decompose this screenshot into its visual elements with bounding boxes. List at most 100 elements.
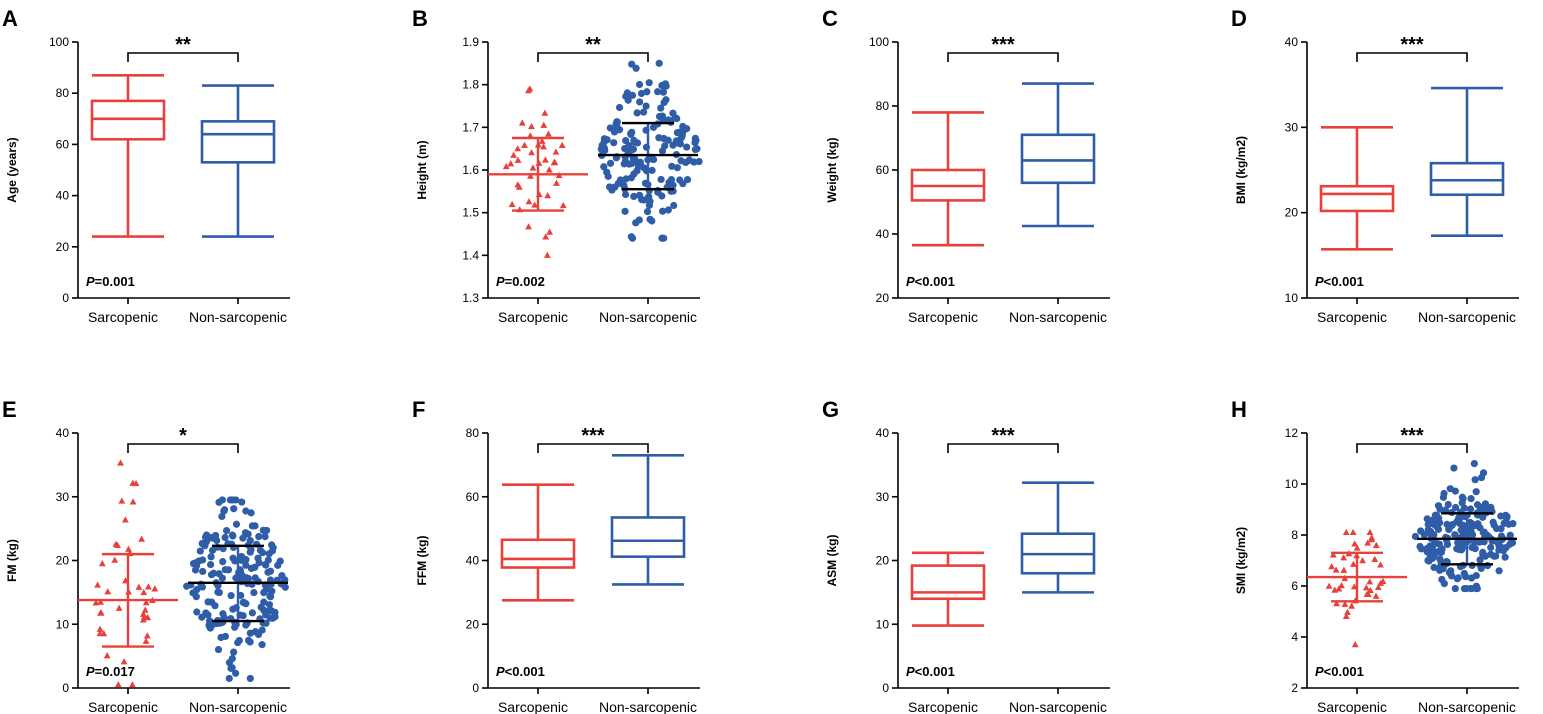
data-point-triangle (525, 223, 532, 230)
data-point-circle (219, 558, 227, 566)
data-point-circle (638, 196, 646, 204)
data-point-circle (191, 566, 200, 574)
mean-sd-bars (1417, 512, 1517, 566)
data-point-triangle (142, 637, 150, 644)
significance-bracket (537, 52, 649, 62)
data-point-circle (670, 201, 678, 210)
data-point-circle (221, 533, 229, 542)
p-value: P<0.001 (906, 274, 955, 289)
data-point-triangle (514, 156, 522, 163)
panel-F: F 0 20 40 60 80 Sarcopenic Non-sarcopenic FFM (k… (412, 397, 700, 714)
y-tick-label: 30 (56, 490, 70, 504)
data-point-triangle (94, 581, 102, 588)
data-point-circle (657, 175, 665, 184)
data-point-circle (683, 176, 692, 184)
y-tick-label: 100 (869, 35, 889, 49)
box (500, 538, 576, 569)
data-point-triangle (514, 181, 522, 188)
data-point-circle (229, 554, 237, 562)
data-point-circle (264, 568, 272, 576)
data-point-triangle (114, 681, 122, 688)
data-point-triangle (507, 160, 515, 167)
data-point-triangle (1362, 584, 1370, 591)
scatter-sarcopenic (92, 459, 159, 688)
y-tick-label: 1.5 (462, 206, 479, 220)
y-tick-label: 1.7 (462, 120, 479, 134)
data-point-circle (208, 621, 216, 629)
box-plot-non-sarcopenic (1020, 82, 1096, 228)
y-tick-label: 1.6 (462, 163, 479, 177)
panel-letter: F (412, 397, 425, 422)
data-point-circle (222, 526, 231, 535)
data-point-circle (239, 612, 247, 620)
data-point-circle (635, 80, 644, 89)
data-point-circle (1468, 523, 1476, 531)
data-point-circle (642, 102, 650, 110)
p-value: P=0.017 (86, 664, 135, 679)
data-point-triangle (125, 545, 132, 552)
data-point-triangle (117, 459, 124, 466)
y-tick-label: 10 (1285, 291, 1299, 305)
data-point-circle (1492, 552, 1500, 560)
data-point-circle (198, 539, 207, 547)
data-point-circle (278, 572, 286, 580)
data-point-triangle (540, 121, 548, 128)
category-label: Non-sarcopenic (189, 309, 287, 325)
data-point-circle (189, 560, 198, 568)
data-point-circle (1458, 493, 1467, 501)
data-point-triangle (129, 498, 137, 505)
data-point-triangle (545, 166, 553, 173)
data-point-triangle (112, 540, 120, 547)
p-value-prefix: P (496, 274, 505, 289)
category-label: Non-sarcopenic (1418, 309, 1516, 325)
panel-A: A 0 20 40 60 80 100 Sarcopenic Non-sarcopenic Age… (2, 6, 290, 325)
data-point-triangle (531, 201, 539, 208)
data-point-circle (1474, 520, 1482, 528)
data-point-circle (269, 544, 277, 552)
y-tick-label: 100 (49, 35, 69, 49)
data-point-circle (215, 570, 223, 578)
data-point-circle (695, 157, 703, 166)
box (1020, 133, 1096, 185)
data-point-circle (196, 547, 204, 555)
significance-stars: *** (1400, 34, 1424, 56)
significance-bracket (947, 52, 1059, 62)
data-point-circle (1416, 542, 1424, 551)
data-point-circle (624, 96, 632, 104)
y-axis-title: SMI (kg/m2) (1234, 527, 1248, 594)
data-point-triangle (1377, 561, 1384, 568)
data-point-triangle (1374, 583, 1382, 591)
data-point-triangle (528, 149, 535, 156)
data-point-circle (636, 158, 644, 166)
data-point-circle (230, 505, 238, 513)
data-point-circle (260, 606, 268, 614)
y-axis-title: Weight (kg) (825, 137, 839, 202)
data-point-circle (220, 506, 229, 514)
y-tick-label: 20 (56, 554, 70, 568)
data-point-circle (244, 530, 252, 538)
box (910, 564, 986, 601)
data-point-circle (648, 166, 656, 174)
y-axis-title: ASM (kg) (825, 535, 839, 587)
significance-bracket (947, 443, 1059, 453)
data-point-circle (258, 549, 267, 557)
y-tick-label: 6 (1291, 579, 1298, 593)
data-point-circle (1430, 515, 1438, 523)
panel-letter: D (1231, 6, 1247, 31)
data-point-triangle (518, 119, 526, 126)
data-point-triangle (1353, 544, 1361, 551)
data-point-triangle (541, 109, 549, 116)
data-point-circle (665, 178, 673, 187)
data-point-circle (630, 192, 638, 201)
box (200, 120, 276, 164)
data-point-triangle (541, 156, 549, 163)
data-point-triangle (1342, 528, 1350, 536)
data-point-circle (657, 104, 665, 112)
data-point-circle (225, 674, 233, 683)
y-tick-label: 2 (1291, 681, 1298, 695)
data-point-triangle (97, 598, 105, 605)
box-plot-sarcopenic (90, 73, 166, 238)
data-point-triangle (1342, 612, 1350, 620)
data-point-circle (259, 526, 267, 534)
data-point-circle (1450, 464, 1458, 472)
